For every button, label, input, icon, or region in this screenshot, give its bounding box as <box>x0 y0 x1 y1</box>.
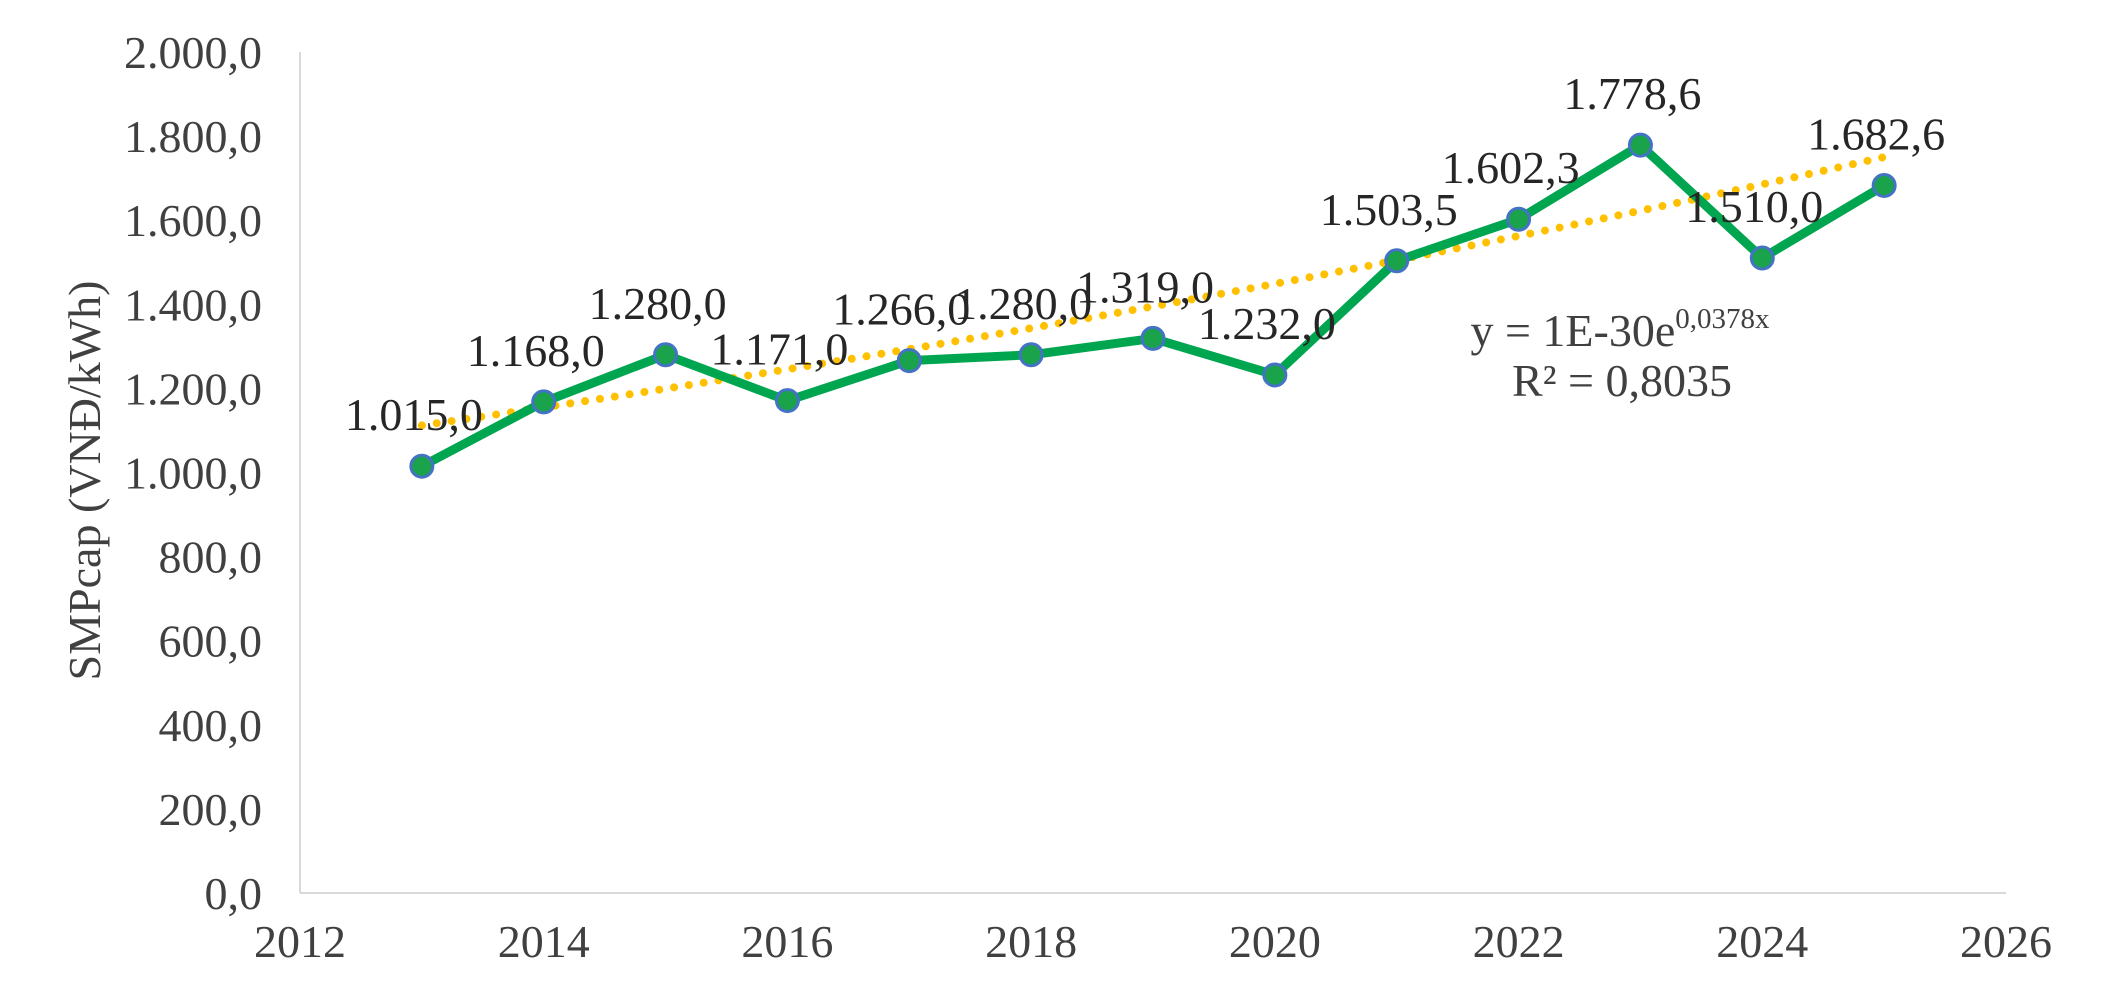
data-point <box>409 453 435 479</box>
data-label: 1.503,5 <box>1320 184 1458 235</box>
data-label: 1.280,0 <box>954 278 1092 329</box>
trendline-r-squared: R² = 0,8035 <box>1512 355 1732 406</box>
data-point <box>1871 172 1897 198</box>
y-tick-label: 1.600,0 <box>124 195 262 246</box>
data-point <box>1627 132 1653 158</box>
data-labels: 1.015,01.168,01.280,01.171,01.266,01.280… <box>345 68 1945 440</box>
y-tick-label: 1.800,0 <box>124 111 262 162</box>
x-tick-label: 2026 <box>1960 916 2052 967</box>
x-axis-ticks: 2012 2014 2016 2018 2020 2022 2024 2026 <box>254 916 2052 967</box>
data-label: 1.015,0 <box>345 389 483 440</box>
data-point <box>1384 248 1410 274</box>
x-tick-label: 2016 <box>741 916 833 967</box>
y-tick-label: 800,0 <box>159 532 263 583</box>
x-tick-label: 2024 <box>1716 916 1808 967</box>
y-axis-ticks: 0,0 200,0 400,0 600,0 800,0 1.000,0 1.200,0 1.4… <box>124 27 262 919</box>
x-tick-label: 2022 <box>1473 916 1565 967</box>
trendline-equation-base: y = 1E-30e <box>1470 305 1675 356</box>
data-label: 1.171,0 <box>710 324 848 375</box>
data-point <box>1018 342 1044 368</box>
data-label: 1.280,0 <box>589 278 727 329</box>
x-tick-label: 2020 <box>1229 916 1321 967</box>
y-tick-label: 1.400,0 <box>124 279 262 330</box>
x-tick-label: 2018 <box>985 916 1077 967</box>
data-point <box>1262 362 1288 388</box>
trendline-equation-exponent: 0,0378x <box>1675 303 1770 335</box>
y-axis-label: SMPcap (VNĐ/kWh) <box>59 281 110 681</box>
data-label: 1.602,3 <box>1442 142 1580 193</box>
data-label: 1.232,0 <box>1198 298 1336 349</box>
x-tick-label: 2014 <box>498 916 590 967</box>
data-label: 1.319,0 <box>1076 261 1214 312</box>
data-point <box>1140 325 1166 351</box>
y-tick-label: 2.000,0 <box>124 27 262 78</box>
y-tick-label: 1.000,0 <box>124 448 262 499</box>
data-label: 1.510,0 <box>1685 181 1823 232</box>
y-tick-label: 200,0 <box>159 784 263 835</box>
data-point <box>774 388 800 414</box>
x-tick-label: 2012 <box>254 916 346 967</box>
data-point <box>1506 206 1532 232</box>
trendline-equation: y = 1E-30e0,0378x <box>1470 303 1770 356</box>
data-label: 1.778,6 <box>1563 68 1701 119</box>
data-point <box>653 342 679 368</box>
data-label: 1.266,0 <box>832 284 970 335</box>
y-tick-label: 1.200,0 <box>124 363 262 414</box>
data-point <box>531 389 557 415</box>
y-tick-label: 600,0 <box>159 616 263 667</box>
data-point <box>896 348 922 374</box>
series-markers <box>409 132 1897 479</box>
data-label: 1.682,6 <box>1807 108 1945 159</box>
data-point <box>1749 245 1775 271</box>
y-tick-label: 400,0 <box>159 700 263 751</box>
data-label: 1.168,0 <box>467 325 605 376</box>
y-tick-label: 0,0 <box>205 868 263 919</box>
